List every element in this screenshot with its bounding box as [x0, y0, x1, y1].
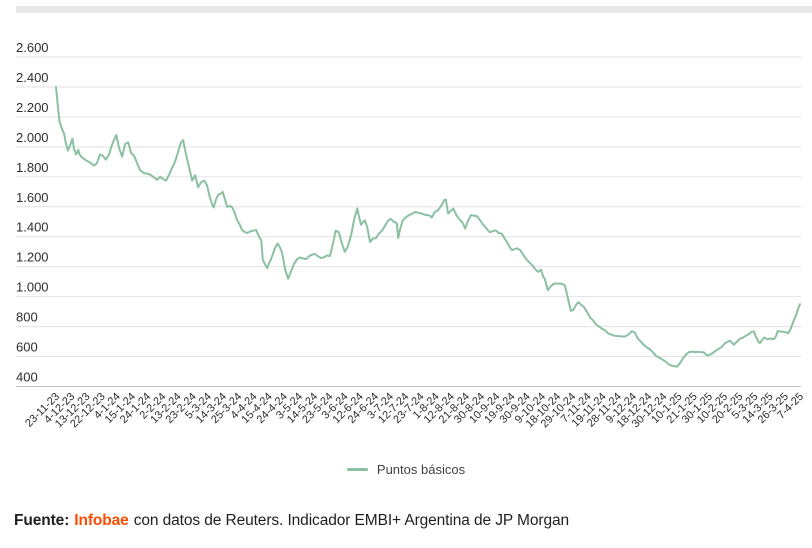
series-line [55, 86, 801, 368]
source-attribution: Fuente: Infobae con datos de Reuters. In… [14, 512, 569, 530]
top-divider-bar [16, 6, 812, 13]
y-axis-tick-label: 1.800 [16, 160, 49, 175]
chart-legend: Puntos básicos [0, 462, 812, 477]
source-brand-link[interactable]: Infobae [74, 512, 129, 529]
y-axis-tick-label: 1.000 [16, 280, 49, 295]
y-axis-tick-label: 2.400 [16, 70, 49, 85]
y-axis-tick-label: 400 [16, 370, 38, 385]
y-axis-tick-label: 2.200 [16, 100, 49, 115]
y-axis-tick-label: 800 [16, 310, 38, 325]
y-axis-tick-label: 1.400 [16, 220, 49, 235]
source-label: Fuente: [14, 512, 70, 529]
y-axis-tick-label: 1.200 [16, 250, 49, 265]
y-axis-tick-label: 2.600 [16, 40, 49, 55]
embi-line-chart: 2.600 2.400 2.200 2.000 1.800 1.600 1.400 1.200… [16, 40, 806, 430]
y-axis-tick-label: 1.600 [16, 190, 49, 205]
legend-line-icon [346, 468, 368, 471]
legend-label: Puntos básicos [376, 462, 466, 477]
source-text: con datos de Reuters. Indicador EMBI+ Ar… [133, 512, 569, 529]
y-axis-tick-label: 2.000 [16, 130, 49, 145]
y-axis-tick-label: 600 [16, 340, 38, 355]
